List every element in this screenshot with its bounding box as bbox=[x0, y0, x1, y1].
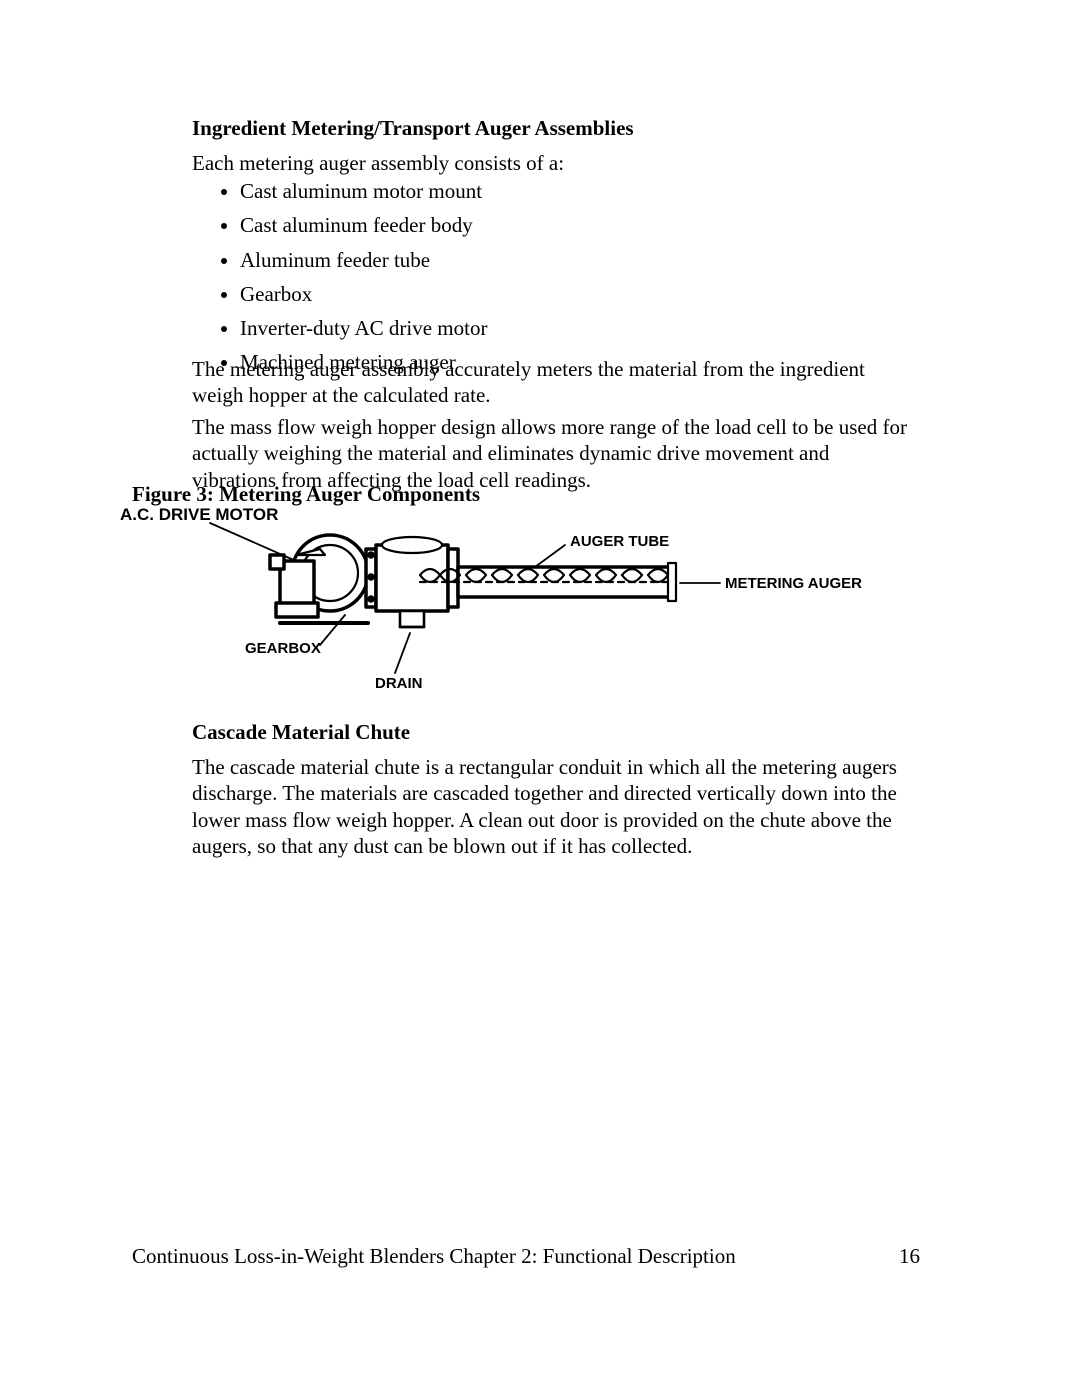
bullet-item: Gearbox bbox=[240, 281, 960, 307]
section1-heading: Ingredient Metering/Transport Auger Asse… bbox=[192, 116, 912, 141]
label-auger-tube: AUGER TUBE bbox=[570, 533, 669, 550]
figure-caption: Figure 3: Metering Auger Components bbox=[132, 482, 480, 507]
section1-para1: The metering auger assembly accurately m… bbox=[192, 356, 912, 409]
page: Ingredient Metering/Transport Auger Asse… bbox=[0, 0, 1080, 1397]
bullet-item: Cast aluminum feeder body bbox=[240, 212, 960, 238]
section2-heading: Cascade Material Chute bbox=[192, 720, 912, 745]
section1-para2: The mass flow weigh hopper design allows… bbox=[192, 414, 912, 493]
bullet-item: Inverter-duty AC drive motor bbox=[240, 315, 960, 341]
bullet-item: Aluminum feeder tube bbox=[240, 247, 960, 273]
label-drain: DRAIN bbox=[375, 675, 423, 692]
label-ac-drive-motor: A.C. DRIVE MOTOR bbox=[120, 505, 278, 525]
label-gearbox: GEARBOX bbox=[245, 640, 321, 657]
metering-auger-diagram: A.C. DRIVE MOTOR AUGER TUBE METERING AUG… bbox=[120, 505, 960, 705]
footer-page-number: 16 bbox=[899, 1244, 920, 1269]
diagram-svg bbox=[120, 505, 960, 705]
bullet-item: Cast aluminum motor mount bbox=[240, 178, 960, 204]
label-metering-auger: METERING AUGER bbox=[725, 575, 862, 592]
section2-para: The cascade material chute is a rectangu… bbox=[192, 754, 912, 859]
section1-bullets: Cast aluminum motor mount Cast aluminum … bbox=[192, 178, 960, 384]
footer-left: Continuous Loss-in-Weight Blenders Chapt… bbox=[132, 1244, 736, 1269]
section1-intro: Each metering auger assembly consists of… bbox=[192, 150, 912, 176]
